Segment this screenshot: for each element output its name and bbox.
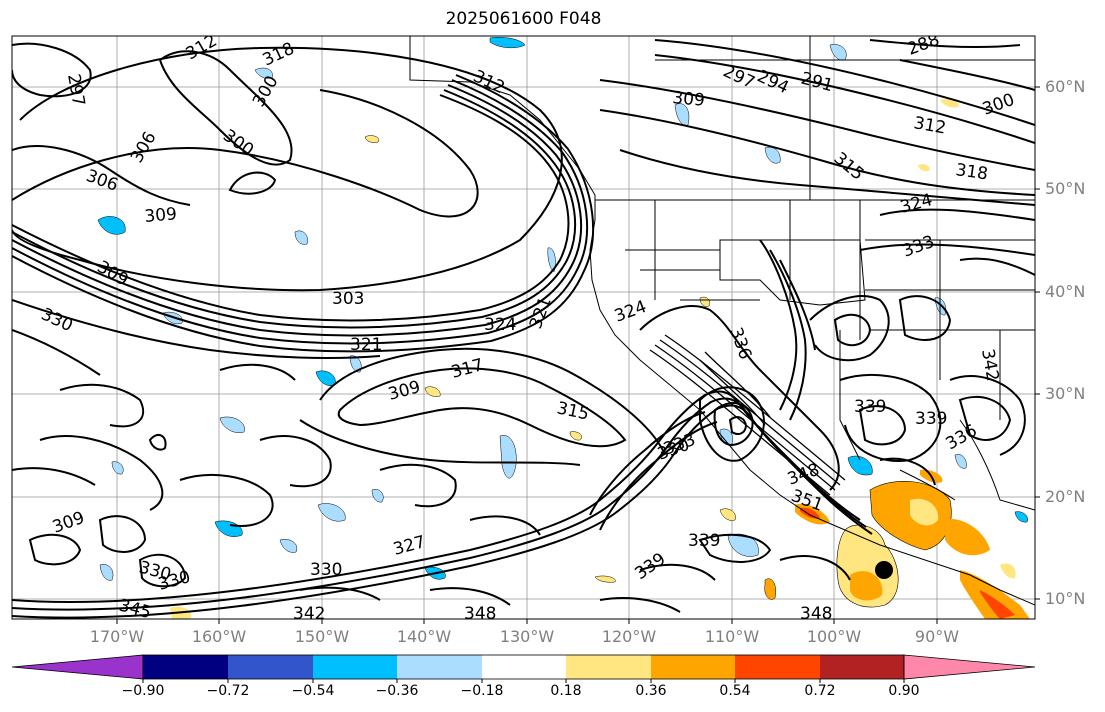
lon-label: 110°W bbox=[704, 627, 760, 646]
contour-lines bbox=[12, 39, 1035, 619]
lon-label: 130°W bbox=[499, 627, 555, 646]
lon-label: 140°W bbox=[396, 627, 452, 646]
map-background bbox=[12, 36, 1035, 619]
colorbar-segment bbox=[651, 655, 735, 679]
contour-label: 309 bbox=[144, 204, 178, 227]
colorbar-tick-label: −0.18 bbox=[460, 683, 504, 699]
contour-label: 339 bbox=[854, 397, 886, 417]
contour-label: 339 bbox=[915, 409, 947, 429]
colorbar-tick-label: −0.54 bbox=[291, 683, 335, 699]
contour-label: 321 bbox=[350, 335, 382, 355]
colorbar-left-extend bbox=[11, 654, 144, 680]
lon-label: 100°W bbox=[806, 627, 862, 646]
colorbar-segment bbox=[566, 655, 651, 679]
lat-label: 30°N bbox=[1045, 384, 1086, 403]
colorbar-segment bbox=[313, 655, 397, 679]
axis-ticks bbox=[116, 86, 1040, 624]
contour-label: 342 bbox=[293, 604, 325, 624]
colorbar-tick-label: 0.36 bbox=[635, 683, 667, 699]
colorbar-segment bbox=[735, 655, 820, 679]
lon-label: 90°W bbox=[914, 627, 960, 646]
lat-label: 60°N bbox=[1045, 77, 1086, 96]
colorbar-segment bbox=[820, 655, 904, 679]
colorbar-tick-label: 0.18 bbox=[550, 683, 582, 699]
lon-label: 120°W bbox=[601, 627, 657, 646]
contour-label: 339 bbox=[688, 531, 720, 551]
contour-label: 303 bbox=[332, 289, 364, 309]
lon-label: 150°W bbox=[294, 627, 350, 646]
colorbar-segment bbox=[397, 655, 482, 679]
colorbar-tick-label: 0.54 bbox=[719, 683, 751, 699]
colorbar-tick-label: 0.90 bbox=[888, 683, 920, 699]
lat-label: 10°N bbox=[1045, 589, 1086, 608]
map-title: 2025061600 F048 bbox=[445, 9, 602, 29]
colorbar-right-extend bbox=[903, 654, 1036, 680]
storm-marker-dot bbox=[875, 561, 893, 579]
map-frame bbox=[11, 35, 1036, 620]
lon-label: 160°W bbox=[191, 627, 247, 646]
contour-label: 330 bbox=[310, 560, 342, 580]
colorbar-segment bbox=[228, 655, 313, 679]
contour-label: 345 bbox=[117, 596, 154, 624]
colorbar-tick-label: −0.72 bbox=[206, 683, 250, 699]
colorbar-tick-label: −0.36 bbox=[375, 683, 419, 699]
colorbar bbox=[11, 654, 1036, 683]
contour-label: 348 bbox=[800, 604, 832, 624]
contour-label: 348 bbox=[464, 604, 496, 624]
contour-label: 324 bbox=[484, 315, 516, 335]
colorbar-tick-label: −0.90 bbox=[121, 683, 165, 699]
lat-label: 50°N bbox=[1045, 179, 1086, 198]
lon-label: 170°W bbox=[89, 627, 145, 646]
colorbar-tick-label: 0.72 bbox=[804, 683, 836, 699]
colorbar-segment bbox=[482, 655, 566, 679]
contour-label: 309 bbox=[672, 88, 706, 111]
lat-label: 20°N bbox=[1045, 487, 1086, 506]
contour-label: 318 bbox=[954, 160, 989, 184]
contour-lines-dense bbox=[649, 334, 846, 496]
lat-label: 40°N bbox=[1045, 282, 1086, 301]
colorbar-segment bbox=[143, 655, 228, 679]
